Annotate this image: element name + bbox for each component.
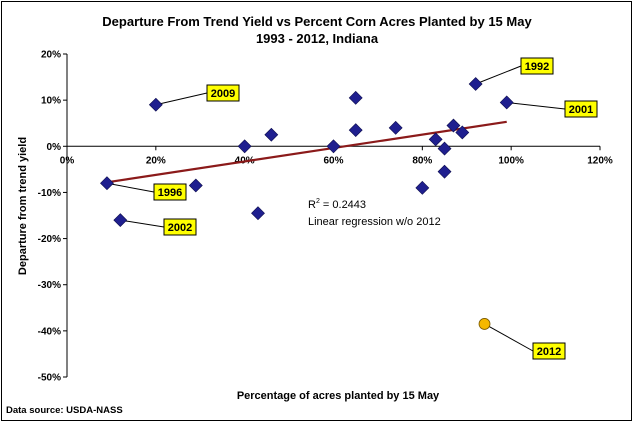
x-tick-label: 120% [587, 155, 613, 166]
data-point [188, 178, 203, 193]
callout-leader [475, 65, 522, 85]
callout-leader [506, 101, 566, 110]
x-tick-label: 0% [60, 155, 75, 166]
y-tick-label: 20% [41, 50, 61, 61]
callout-label: 2009 [211, 88, 235, 100]
y-tick-label: -10% [38, 188, 61, 199]
callout-leader [106, 182, 155, 193]
callout-box [564, 100, 598, 118]
callout-box [163, 218, 197, 236]
callout-label: 2002 [168, 222, 192, 234]
data-point [348, 90, 363, 105]
data-point [348, 123, 363, 138]
x-tick-label: 80% [412, 155, 432, 166]
data-point [468, 77, 483, 91]
callout-label: 2012 [537, 346, 561, 358]
callout-label: 1992 [525, 61, 549, 73]
data-point [415, 180, 430, 195]
callout-leader [120, 219, 165, 228]
callout-box [153, 183, 187, 201]
data-point [100, 176, 114, 191]
data-point-2012 [478, 318, 491, 330]
y-tick-label: -30% [38, 280, 61, 291]
data-point [428, 132, 443, 147]
y-tick-label: -20% [38, 234, 61, 245]
x-tick-label: 60% [323, 155, 343, 166]
data-point [237, 139, 252, 154]
callout-box [206, 84, 240, 102]
r-squared-label: R2 = 0.2443 [308, 198, 366, 211]
data-point [437, 141, 452, 156]
data-point [251, 206, 265, 221]
callout-label: 1996 [158, 187, 182, 199]
data-point [437, 164, 452, 179]
y-tick-label: 0% [47, 142, 62, 153]
callout-box [532, 342, 566, 360]
y-tick-label: 10% [41, 96, 61, 107]
data-point [388, 120, 403, 135]
x-tick-label: 20% [146, 155, 166, 166]
data-point [446, 118, 461, 133]
chart-title: Departure From Trend Yield vs Percent Co… [102, 14, 532, 29]
callout-label: 2001 [569, 104, 593, 116]
callout-box [520, 57, 554, 75]
y-tick-label: -40% [38, 326, 61, 337]
data-point [455, 125, 470, 140]
x-axis-label: Percentage of acres planted by 15 May [237, 390, 440, 402]
source-note: Data source: USDA-NASS [6, 405, 123, 416]
data-point [148, 97, 163, 112]
data-point [499, 95, 514, 110]
y-axis-label: Departure from trend yield [17, 137, 29, 275]
regression-note: Linear regression w/o 2012 [308, 216, 441, 228]
callout-leader [155, 92, 208, 106]
y-tick-label: -50% [38, 373, 61, 384]
data-point [264, 127, 279, 142]
trend-line [106, 120, 507, 184]
chart-subtitle: 1993 - 2012, Indiana [256, 31, 379, 46]
data-point [326, 139, 341, 154]
x-tick-label: 100% [498, 155, 524, 166]
data-point [113, 213, 128, 228]
callout-leader [484, 323, 534, 352]
